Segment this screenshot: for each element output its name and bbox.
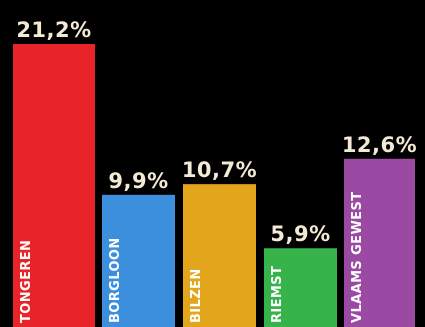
category-label-borgloon: BORGLOON xyxy=(108,237,123,323)
category-label-vlaams-gewest: VLAAMS GEWEST xyxy=(350,192,365,324)
bar-borgloon xyxy=(102,194,175,327)
value-label-borgloon: 9,9% xyxy=(108,169,168,193)
bar-riemst xyxy=(264,248,337,327)
category-label-tongeren: TONGEREN xyxy=(19,240,34,323)
value-label-tongeren: 21,2% xyxy=(16,18,91,42)
category-label-riemst: RIEMST xyxy=(270,266,285,323)
bars-group xyxy=(13,43,415,327)
bar-vlaams-gewest xyxy=(344,158,415,327)
value-label-bilzen: 10,7% xyxy=(182,158,257,182)
category-labels-group: TONGEREN BORGLOON BILZEN RIEMST VLAAMS GEWES… xyxy=(19,192,365,324)
value-label-riemst: 5,9% xyxy=(270,222,330,246)
value-labels-group: 21,2% 9,9% 10,7% 5,9% 12,6% xyxy=(16,18,417,246)
category-label-bilzen: BILZEN xyxy=(189,268,204,323)
bar-tongeren xyxy=(13,43,95,327)
bar-bilzen xyxy=(183,184,256,327)
value-label-vlaams-gewest: 12,6% xyxy=(342,133,417,157)
